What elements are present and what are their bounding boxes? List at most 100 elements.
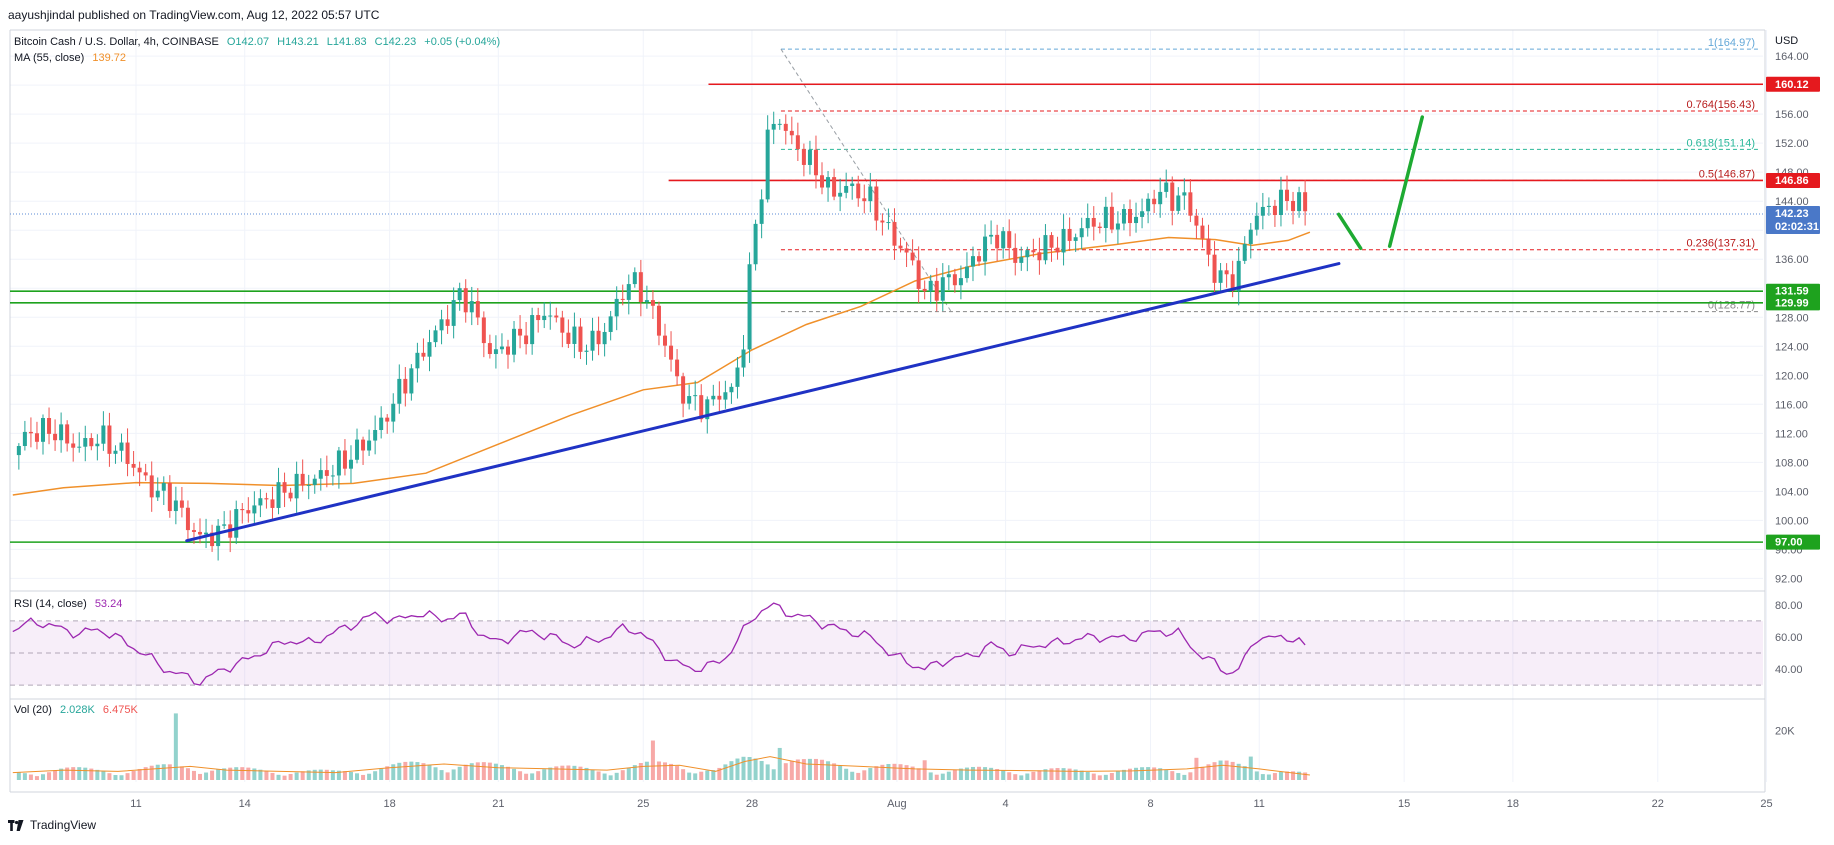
candle-body [669, 345, 674, 360]
volume-label: Vol (20) [14, 704, 52, 716]
candle-body [439, 319, 444, 331]
volume-bar [28, 774, 33, 780]
volume-bar [1049, 768, 1054, 780]
volume-bar [379, 768, 384, 780]
symbol-legend[interactable]: Bitcoin Cash / U.S. Dollar, 4h, COINBASE… [14, 36, 505, 48]
volume-bar [222, 768, 227, 780]
volume-bar [832, 763, 837, 780]
fibonacci-retracement[interactable]: 1(164.97) 0.764(156.43) 0.618(151.14) 0.5(1… [780, 37, 1759, 313]
time-tick: 25 [1760, 798, 1772, 810]
volume-bar [53, 770, 58, 780]
candle-body [1037, 252, 1042, 261]
time-tick: 11 [130, 798, 141, 810]
volume-bar [1031, 771, 1036, 780]
volume-bar [717, 767, 722, 780]
candle-body [584, 350, 589, 352]
fib-label: 1(164.97) [1708, 37, 1755, 49]
candle-body [367, 440, 372, 451]
candle-body [801, 149, 806, 165]
volume-bar [584, 767, 589, 780]
level-tag-3-bg [1766, 295, 1820, 311]
candle-body [1297, 192, 1302, 212]
level-tag-4-text: 97.00 [1775, 537, 1803, 549]
volume-bar [216, 769, 221, 780]
candle-body [1115, 223, 1120, 230]
volume-bar [77, 767, 82, 780]
volume-bar [1200, 766, 1205, 780]
volume-bar [367, 773, 372, 780]
volume-bar [191, 770, 196, 780]
volume-bar [650, 740, 655, 780]
volume-bar [548, 767, 553, 780]
volume-value: 2.028K [59, 704, 95, 716]
ascending-trendline [185, 262, 1341, 543]
candle-body [989, 234, 994, 237]
volume-bar [1285, 771, 1290, 780]
volume-bar [560, 765, 565, 780]
candle-body [1043, 235, 1048, 261]
horizontal-levels[interactable] [10, 83, 1763, 543]
candle-body [675, 359, 680, 377]
candle-body [300, 473, 305, 486]
candle-body [149, 475, 154, 498]
candle-body [1218, 270, 1223, 283]
candle-body [1103, 206, 1108, 228]
volume-bar [1115, 771, 1120, 780]
fib-label: 0.764(156.43) [1687, 99, 1756, 111]
candle-body [1260, 206, 1265, 216]
volume-bar [234, 767, 239, 780]
candle-body [705, 399, 710, 420]
volume-bar [904, 765, 909, 780]
time-tick: Aug [887, 798, 907, 810]
candle-body [693, 395, 698, 397]
volume-bar [373, 771, 378, 780]
volume-bar [681, 769, 686, 780]
volume-bar [421, 763, 426, 780]
candle-body [22, 431, 27, 447]
volume-legend[interactable]: Vol (20) 2.028K 6.475K [14, 704, 143, 716]
ohlc-low: L141.83 [326, 36, 367, 48]
candle-body [282, 482, 287, 493]
tradingview-brand[interactable]: TradingView [8, 818, 96, 832]
drawings[interactable] [185, 115, 1425, 543]
volume-bar [246, 767, 251, 780]
volume-bar [1236, 763, 1241, 780]
volume-bar [801, 759, 806, 780]
volume-bar [910, 766, 915, 780]
volume-bar [838, 765, 843, 780]
ohlc-close: C142.23 [374, 36, 417, 48]
time-tick: 8 [1147, 798, 1153, 810]
volume-bar [868, 768, 873, 780]
candle-body [1291, 200, 1296, 212]
volume-bar [1230, 761, 1235, 780]
volume-bar [173, 713, 178, 780]
candle-body [427, 342, 432, 357]
volume-bar [34, 776, 39, 780]
volume-bar [1013, 774, 1018, 780]
brand-text: TradingView [30, 818, 97, 832]
volume-bar [530, 773, 535, 780]
price-tick: 120.00 [1775, 370, 1809, 382]
volume-bar [886, 764, 891, 780]
candle-body [838, 192, 843, 197]
rsi-legend[interactable]: RSI (14, close) 53.24 [14, 598, 127, 610]
candle-body [518, 328, 523, 336]
candle-body [795, 135, 800, 150]
candle-body [578, 326, 583, 352]
ma-legend[interactable]: MA (55, close) 139.72 [14, 52, 131, 64]
volume-bar [282, 775, 287, 780]
time-tick: 25 [637, 798, 649, 810]
candle-body [240, 509, 245, 511]
volume-bar [336, 770, 341, 780]
volume-bar [524, 773, 529, 780]
grid [10, 30, 1767, 782]
candle-body [1230, 274, 1235, 291]
volume-bar [735, 758, 740, 780]
volume-bar [977, 766, 982, 780]
volume-bar [137, 768, 142, 780]
time-tick: 14 [239, 798, 251, 810]
candle-body [137, 467, 142, 473]
volume-bar [306, 770, 311, 780]
